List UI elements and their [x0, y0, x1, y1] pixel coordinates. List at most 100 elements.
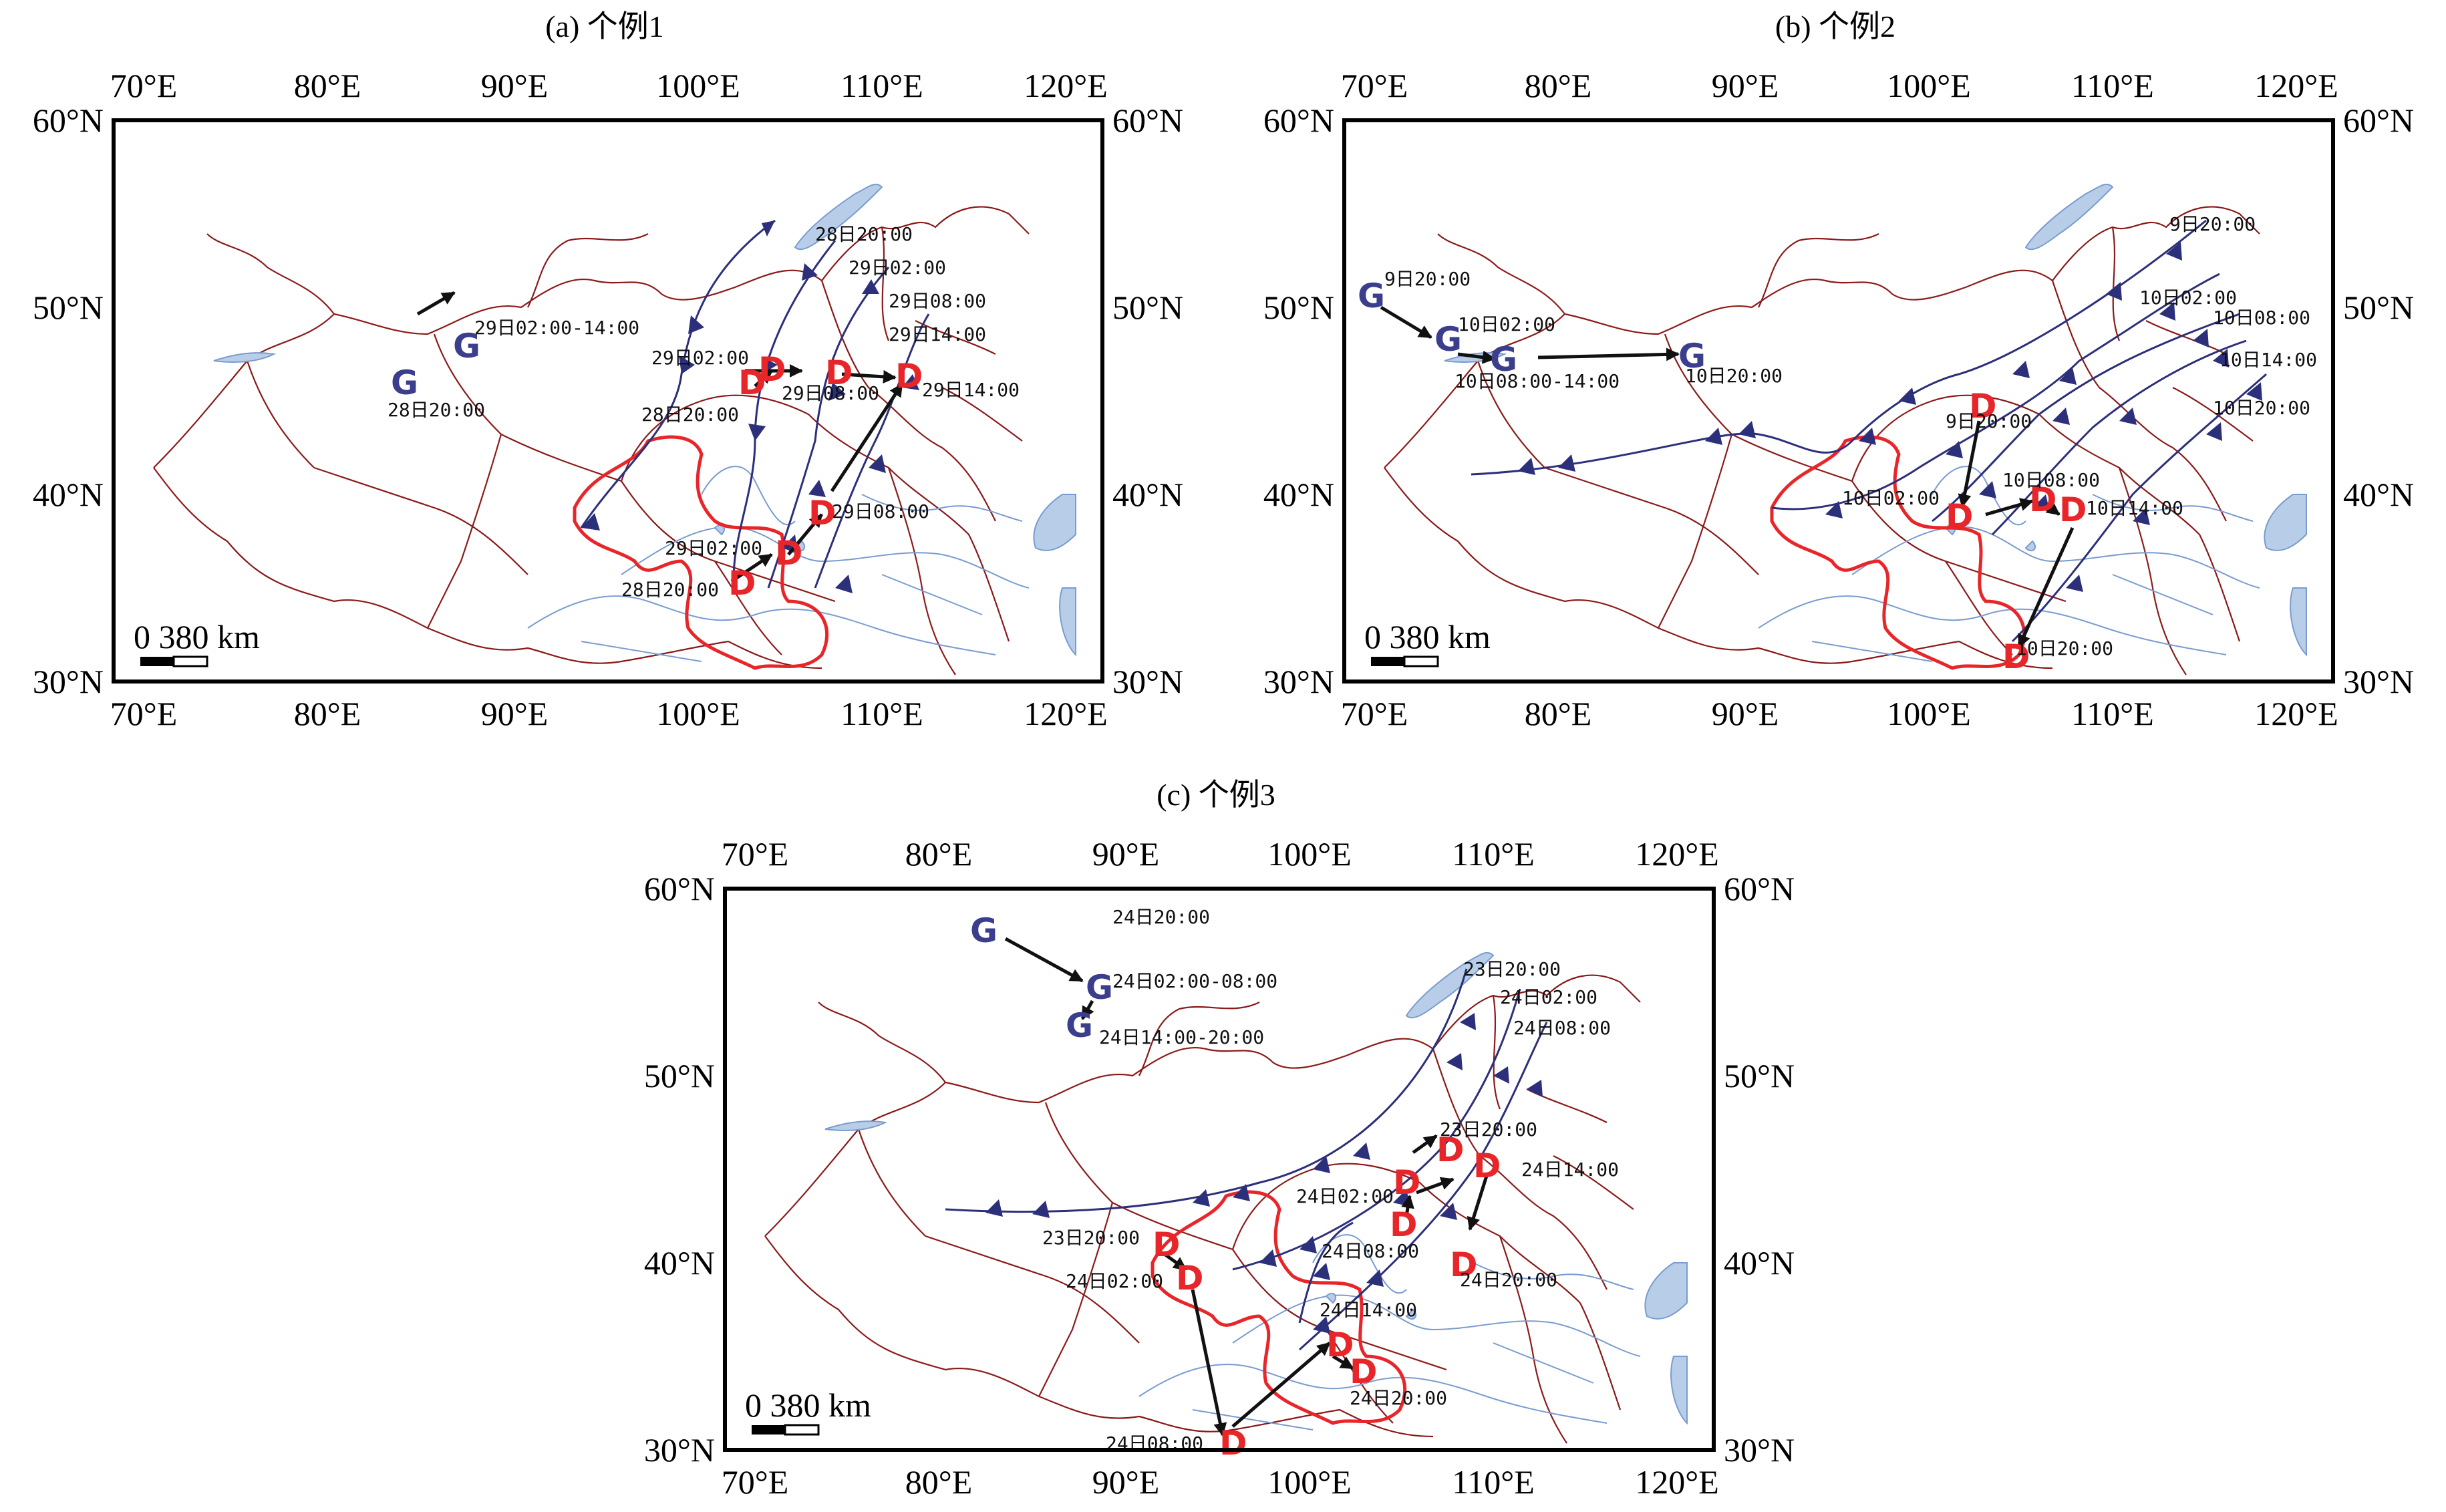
- svg-text:50°N: 50°N: [1112, 289, 1183, 326]
- track-time-label: 10日02:00: [1842, 487, 1940, 509]
- low-center-24-08-w: D: [1219, 1424, 1247, 1463]
- cold-front-29-08: [767, 267, 890, 589]
- low-center-29-02-n: D: [738, 363, 766, 402]
- low-center-10-14: D: [2059, 490, 2087, 529]
- low-center-10-02: D: [1946, 497, 1974, 536]
- front-time-label: 10日14:00: [2220, 349, 2317, 371]
- svg-text:110°E: 110°E: [1452, 1463, 1535, 1501]
- lat-ticks-right: 60°N 50°N 40°N 30°N: [2343, 102, 2414, 700]
- lat-ticks-right: 60°N 50°N 40°N 30°N: [1724, 870, 1795, 1469]
- track-time-label: 24日08:00: [1322, 1240, 1419, 1262]
- track-time-label: 10日20:00: [2016, 637, 2113, 659]
- high-center-24-20: G: [970, 911, 998, 950]
- low-center-24-02-w: D: [1176, 1259, 1204, 1298]
- cold-front-10-20: [2011, 373, 2267, 643]
- lon-ticks-bottom: 70°E 80°E 90°E 100°E 110°E 120°E: [110, 695, 1108, 732]
- svg-text:120°E: 120°E: [2254, 695, 2338, 732]
- svg-text:60°N: 60°N: [1112, 102, 1183, 139]
- svg-text:70°E: 70°E: [722, 1463, 789, 1501]
- lon-ticks-top: 70°E 80°E 90°E 100°E 110°E 120°E: [1341, 67, 2338, 104]
- track-time-label: 23日20:00: [1440, 1118, 1537, 1141]
- track-time-label: 10日08:00: [2002, 469, 2100, 491]
- front-time-label: 29日14:00: [889, 323, 986, 345]
- lon-ticks-top: 70°E 80°E 90°E 100°E 110°E 120°E: [110, 67, 1108, 104]
- track-time-label: 29日08:00: [832, 500, 929, 522]
- svg-text:30°N: 30°N: [1263, 663, 1334, 700]
- track-time-label: 28日20:00: [621, 579, 719, 601]
- svg-text:100°E: 100°E: [1887, 67, 1971, 104]
- low-center-29-02: D: [775, 534, 803, 573]
- high-center-10-08-14: G: [1490, 340, 1517, 379]
- track-time-label: 28日20:00: [641, 404, 739, 426]
- svg-text:90°E: 90°E: [1712, 695, 1779, 732]
- track-time-label: 24日14:00-20:00: [1099, 1026, 1264, 1048]
- low-center-24-14-e: D: [1473, 1147, 1501, 1185]
- svg-text:80°E: 80°E: [294, 67, 361, 104]
- low-center-29-08: D: [808, 494, 836, 533]
- svg-text:90°E: 90°E: [1092, 1463, 1160, 1501]
- cold-front-29-14: [814, 313, 930, 589]
- svg-text:60°N: 60°N: [644, 870, 715, 907]
- svg-text:50°N: 50°N: [33, 289, 104, 326]
- target-region: [573, 435, 829, 670]
- low-center-23-20-e: D: [1436, 1130, 1465, 1169]
- track-time-label: 24日02:00: [1296, 1185, 1394, 1207]
- panel-b-title: (b) 个例2: [1775, 9, 1895, 43]
- svg-text:60°N: 60°N: [33, 102, 104, 139]
- svg-text:40°N: 40°N: [1112, 476, 1183, 513]
- low-center-9-20: D: [1969, 387, 1997, 426]
- low-center-23-20-w: D: [1153, 1225, 1181, 1264]
- svg-text:80°E: 80°E: [294, 695, 361, 732]
- svg-text:100°E: 100°E: [656, 67, 740, 104]
- svg-text:40°N: 40°N: [1263, 476, 1334, 513]
- svg-text:30°N: 30°N: [2343, 663, 2414, 700]
- panel-b: (b) 个例2: [1263, 9, 2414, 732]
- track-time-label: 24日02:00-08:00: [1112, 970, 1277, 992]
- lat-ticks-left: 60°N 50°N 40°N 30°N: [33, 102, 104, 700]
- svg-text:100°E: 100°E: [1267, 1463, 1352, 1501]
- svg-text:110°E: 110°E: [2071, 67, 2154, 104]
- front-time-label: 9日20:00: [2169, 213, 2256, 235]
- high-center-29-02: G: [453, 327, 480, 365]
- low-center-28-20: D: [728, 564, 756, 603]
- track-time-label: 10日20:00: [1685, 365, 1783, 387]
- svg-text:120°E: 120°E: [1635, 835, 1719, 873]
- map-frame: [1342, 118, 2335, 684]
- lat-ticks-left: 60°N 50°N 40°N 30°N: [644, 870, 715, 1469]
- high-center-28-20: G: [391, 363, 418, 402]
- track-time-label: 29日14:00: [922, 379, 1020, 401]
- svg-text:110°E: 110°E: [840, 67, 923, 104]
- high-center-24-02-08: G: [1086, 968, 1113, 1007]
- svg-text:120°E: 120°E: [1024, 67, 1108, 104]
- low-center-29-08-n: D: [825, 353, 853, 392]
- scale-bar-label: 0 380 km: [1364, 618, 1491, 655]
- panel-c-title: (c) 个例3: [1157, 778, 1275, 812]
- svg-text:70°E: 70°E: [722, 835, 789, 873]
- track-time-label: 23日20:00: [1042, 1227, 1140, 1249]
- track-time-label: 24日20:00: [1350, 1387, 1447, 1409]
- svg-text:120°E: 120°E: [1024, 695, 1108, 732]
- svg-text:30°N: 30°N: [33, 663, 104, 700]
- svg-text:110°E: 110°E: [1452, 835, 1535, 873]
- track-time-label: 24日20:00: [1460, 1269, 1557, 1291]
- cold-front-24-02: [1232, 988, 1521, 1271]
- svg-text:120°E: 120°E: [1635, 1463, 1719, 1501]
- low-center-29-14: D: [895, 357, 923, 396]
- high-center-10-02: G: [1434, 320, 1462, 359]
- low-center-10-08: D: [2029, 480, 2057, 519]
- front-time-label: 23日20:00: [1463, 958, 1561, 980]
- svg-text:40°N: 40°N: [33, 476, 104, 513]
- low-center-24-14-w: D: [1326, 1326, 1354, 1364]
- svg-text:60°N: 60°N: [2343, 102, 2414, 139]
- svg-text:90°E: 90°E: [481, 67, 549, 104]
- svg-text:60°N: 60°N: [1263, 102, 1334, 139]
- high-center-9-20: G: [1358, 277, 1385, 315]
- track-time-label: 24日02:00: [1066, 1270, 1163, 1292]
- lon-ticks-bottom: 70°E 80°E 90°E 100°E 110°E 120°E: [722, 1463, 1719, 1501]
- cold-front-10-02: [1771, 273, 2220, 510]
- svg-text:70°E: 70°E: [110, 67, 178, 104]
- track-time-label: 9日20:00: [1946, 410, 2032, 432]
- svg-text:30°N: 30°N: [644, 1431, 715, 1469]
- svg-text:110°E: 110°E: [840, 695, 923, 732]
